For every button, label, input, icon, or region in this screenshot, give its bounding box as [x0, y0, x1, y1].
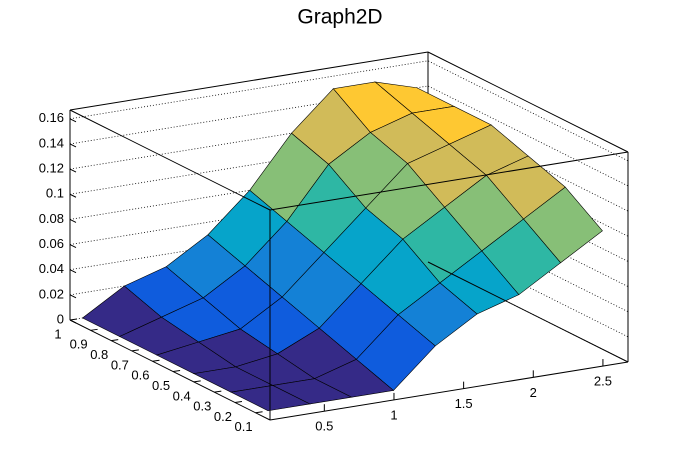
y-tick-label: 0.8 — [90, 347, 108, 362]
box-edge — [69, 109, 271, 211]
y-tick-label: 0.2 — [214, 409, 232, 424]
y-tick-label: 0.6 — [131, 368, 149, 383]
y-tick-label: 0.3 — [193, 399, 211, 414]
box-edge — [269, 361, 629, 421]
z-tick-label: 0.1 — [46, 186, 64, 201]
y-tick — [131, 349, 139, 352]
y-tick-label: 0.4 — [173, 388, 191, 403]
z-tick-label: 0.16 — [39, 110, 64, 125]
z-tick-label: 0 — [57, 311, 64, 326]
z-tick — [69, 269, 77, 274]
y-tick-label: 0.1 — [235, 419, 253, 434]
x-tick-label: 0.5 — [315, 419, 333, 434]
z-tick-label: 0.02 — [39, 286, 64, 301]
y-tick-label: 1 — [54, 326, 61, 341]
y-tick — [214, 390, 222, 393]
y-tick-label: 0.9 — [70, 337, 88, 352]
z-tick — [69, 168, 77, 173]
y-tick — [69, 318, 78, 321]
y-tick-label: 0.7 — [111, 357, 129, 372]
grid-line — [69, 186, 629, 287]
y-tick — [111, 339, 119, 342]
z-tick — [69, 193, 77, 198]
z-tick — [69, 244, 77, 248]
box-edge — [69, 319, 271, 421]
chart-title: Graph2D — [297, 6, 382, 29]
x-tick-label: 1.5 — [455, 396, 473, 411]
z-tick-label: 0.12 — [39, 161, 64, 176]
y-tick — [152, 359, 160, 362]
grid-line — [69, 85, 629, 187]
y-tick — [193, 380, 201, 383]
z-tick-label: 0.04 — [39, 261, 64, 276]
y-tick-label: 0.5 — [152, 378, 170, 393]
grid-line — [69, 60, 629, 162]
z-tick-label: 0.06 — [39, 236, 64, 251]
z-tick-label: 0.08 — [39, 211, 64, 226]
box-edge — [427, 261, 629, 363]
grid-line — [69, 160, 629, 262]
box-edge — [69, 51, 429, 111]
box-edge — [269, 151, 629, 211]
y-tick — [173, 370, 181, 373]
y-tick — [255, 411, 263, 414]
grid-line — [69, 135, 629, 237]
grid-line — [69, 110, 629, 212]
y-tick — [90, 328, 98, 331]
z-tick-label: 0.14 — [39, 135, 64, 150]
x-tick-label: 2.5 — [594, 373, 612, 388]
x-tick-label: 2 — [530, 385, 537, 400]
x-tick-label: 1 — [390, 407, 397, 422]
z-tick — [69, 118, 77, 123]
y-tick — [234, 400, 243, 403]
z-tick — [69, 218, 77, 223]
box-edge — [427, 51, 629, 153]
z-tick — [69, 143, 77, 148]
z-tick — [69, 294, 77, 299]
